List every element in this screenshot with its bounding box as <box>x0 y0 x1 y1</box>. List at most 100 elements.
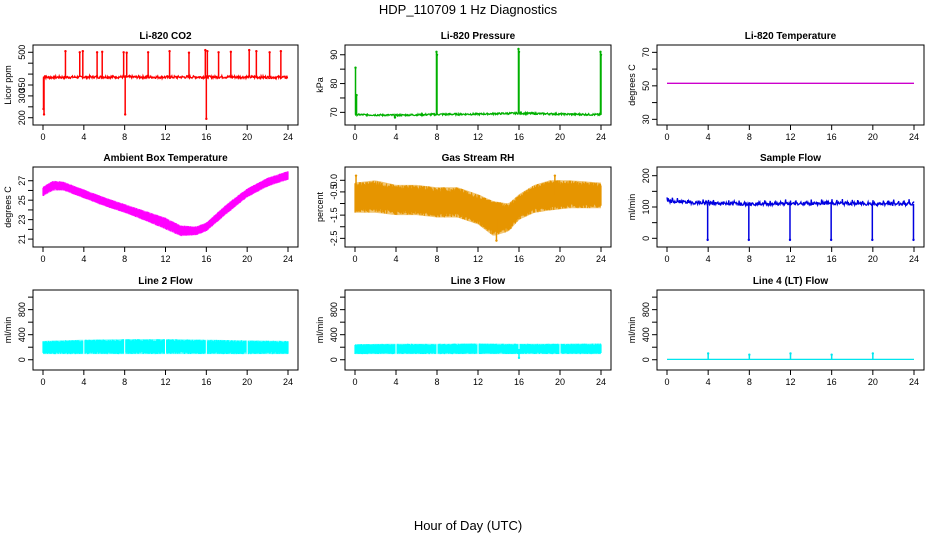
spike-point <box>435 50 438 54</box>
x-tick-label: 8 <box>434 132 439 142</box>
spike-point <box>81 49 85 53</box>
x-tick-label: 12 <box>160 132 170 142</box>
x-tick-label: 12 <box>160 377 170 387</box>
y-tick-label: -2.5 <box>329 231 339 247</box>
y-tick-label: 800 <box>641 302 651 317</box>
x-tick-label: 4 <box>81 132 86 142</box>
x-tick-label: 20 <box>868 377 878 387</box>
x-tick-label: 24 <box>909 377 919 387</box>
x-tick-label: 8 <box>747 132 752 142</box>
x-tick-label: 24 <box>596 132 606 142</box>
spike-point <box>146 51 150 54</box>
series-line <box>666 197 915 208</box>
spike-point <box>122 51 125 54</box>
panel-title: Li-820 CO2 <box>139 31 192 42</box>
spike-point <box>123 113 127 116</box>
y-tick-label: 25 <box>17 195 27 205</box>
x-tick-label: 20 <box>242 254 252 264</box>
x-tick-label: 20 <box>868 254 878 264</box>
x-axis-label: Hour of Day (UTC) <box>413 518 523 533</box>
y-axis-label: ml/min <box>627 317 637 344</box>
spike-point <box>706 352 710 355</box>
panel-title: Li-820 Pressure <box>441 31 516 42</box>
spike-point <box>912 238 915 242</box>
x-tick-label: 12 <box>160 254 170 264</box>
y-tick-label: -1.5 <box>329 207 339 223</box>
x-tick-label: 16 <box>201 132 211 142</box>
y-tick-label: 0 <box>641 236 651 241</box>
spike-point <box>871 352 875 355</box>
x-tick-label: 24 <box>909 254 919 264</box>
spike-point <box>789 352 792 355</box>
panel-title: Line 4 (LT) Flow <box>753 276 829 287</box>
x-tick-label: 8 <box>747 254 752 264</box>
y-axis-label: Licor ppm <box>3 65 13 105</box>
spike-point <box>553 174 557 177</box>
panel-5: Gas Stream RH 0 4 8 12 16 20 24 -2.5 -1.5 -0.50.0 p… <box>315 153 612 264</box>
spike-point <box>125 51 128 54</box>
spike-point <box>248 48 251 52</box>
panel-9: Line 4 (LT) Flow 0 4 8 12 16 20 24 0 400 800 ml/min <box>627 276 925 387</box>
x-tick-label: 20 <box>242 132 252 142</box>
y-tick-label: 800 <box>17 302 27 317</box>
x-tick-label: 4 <box>81 377 86 387</box>
spike-point <box>268 51 271 54</box>
x-tick-label: 20 <box>242 377 252 387</box>
spike-point <box>393 116 397 119</box>
x-tick-label: 4 <box>393 132 398 142</box>
x-tick-label: 0 <box>664 132 669 142</box>
spike-point <box>871 238 874 242</box>
series-line <box>354 110 602 118</box>
spike-point <box>599 53 603 56</box>
x-tick-label: 24 <box>283 254 293 264</box>
y-tick-label: 0 <box>641 357 651 362</box>
panel-4: Ambient Box Temperature 0 4 8 12 16 20 24 21 23 25… <box>3 153 299 264</box>
spike-point <box>64 49 67 53</box>
x-tick-label: 20 <box>555 377 565 387</box>
panel-8: Line 3 Flow 0 4 8 12 16 20 24 0 400 800 ml/min <box>315 276 612 387</box>
spike-point <box>517 50 521 54</box>
series-line <box>42 73 289 81</box>
x-tick-label: 0 <box>40 377 45 387</box>
y-tick-label: 90 <box>329 50 339 60</box>
x-tick-label: 12 <box>785 254 795 264</box>
x-tick-label: 0 <box>352 132 357 142</box>
y-tick-label: 0 <box>17 357 27 362</box>
x-tick-label: 16 <box>201 377 211 387</box>
spike-point <box>666 197 670 201</box>
x-tick-label: 8 <box>122 132 127 142</box>
x-tick-label: 0 <box>664 254 669 264</box>
y-tick-label: 200 <box>641 168 651 183</box>
spike-point <box>599 50 602 54</box>
spike-point <box>95 51 99 54</box>
y-axis-label: kPa <box>315 77 325 93</box>
x-tick-label: 24 <box>596 377 606 387</box>
panel-3: Li-820 Temperature 0 4 8 12 16 20 24 30 50 70 degre… <box>627 31 925 142</box>
y-tick-label: 50 <box>641 81 651 91</box>
x-tick-label: 8 <box>122 254 127 264</box>
y-tick-label: 70 <box>641 47 651 57</box>
x-tick-label: 4 <box>81 254 86 264</box>
spike-point <box>78 51 81 54</box>
x-tick-label: 4 <box>706 132 711 142</box>
spike-point <box>495 239 498 242</box>
spike-point <box>255 49 258 53</box>
panel-title: Gas Stream RH <box>442 153 515 164</box>
x-tick-label: 8 <box>747 377 752 387</box>
spike-point <box>187 51 191 54</box>
x-tick-label: 4 <box>393 254 398 264</box>
x-tick-label: 12 <box>473 377 483 387</box>
x-tick-label: 12 <box>473 132 483 142</box>
y-tick-label: 70 <box>329 107 339 117</box>
x-tick-label: 16 <box>514 132 524 142</box>
x-tick-label: 16 <box>827 377 837 387</box>
spike-point <box>748 353 751 356</box>
panel-7: Line 2 Flow 0 4 8 12 16 20 24 0 400 800 ml/min <box>3 276 299 387</box>
x-tick-label: 0 <box>40 254 45 264</box>
x-tick-label: 24 <box>283 377 293 387</box>
y-tick-label: 100 <box>641 199 651 214</box>
y-tick-label: 200 <box>17 110 27 125</box>
x-tick-label: 16 <box>514 254 524 264</box>
